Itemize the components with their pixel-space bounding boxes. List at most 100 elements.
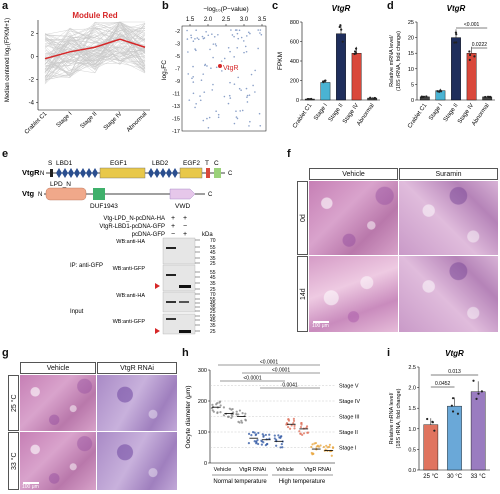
data-point bbox=[433, 429, 436, 432]
data-point bbox=[456, 412, 460, 415]
data-point bbox=[480, 390, 484, 393]
volcano-point bbox=[215, 110, 217, 113]
chart-ylabel-2: (18S rRNA, fold change) bbox=[396, 388, 402, 448]
oocyte-point bbox=[313, 442, 316, 445]
kda-marker: 45 bbox=[210, 250, 216, 256]
volcano-point bbox=[215, 44, 218, 47]
input-wb-gfp: WB:anti-GFP bbox=[113, 319, 146, 325]
oocyte-point bbox=[219, 411, 222, 414]
volcano-point bbox=[254, 69, 256, 72]
sign-2-1: + bbox=[171, 223, 175, 230]
kda-marker: 55 bbox=[210, 314, 216, 320]
scale-bar-g bbox=[23, 482, 39, 484]
lbd1-domain bbox=[56, 168, 98, 178]
domain-label-vwd: VWD bbox=[175, 203, 190, 210]
ip-gfp-band-1 bbox=[166, 274, 176, 276]
volcano-point bbox=[213, 35, 216, 38]
volcano-point bbox=[233, 35, 235, 38]
b-xtick: 2.0 bbox=[204, 17, 213, 23]
volcano-point bbox=[258, 112, 261, 115]
kda-label: kDa bbox=[202, 232, 213, 238]
oocyte-point bbox=[316, 444, 319, 447]
oocyte-point bbox=[247, 442, 251, 445]
volcano-point bbox=[192, 65, 194, 68]
bar bbox=[466, 53, 477, 101]
volcano-point bbox=[197, 38, 200, 41]
data-point bbox=[354, 52, 358, 55]
volcano-point bbox=[223, 95, 226, 98]
volcano-point bbox=[230, 29, 232, 31]
h-ytick: 200 bbox=[198, 399, 207, 405]
ytick: 2.0 bbox=[408, 386, 416, 392]
volcano-point bbox=[227, 46, 230, 49]
data-point bbox=[338, 25, 341, 29]
h-ytick: 0 bbox=[204, 461, 207, 467]
oocyte-point bbox=[279, 436, 282, 440]
oocyte-point bbox=[293, 424, 296, 428]
oocyte-point bbox=[305, 425, 309, 428]
data-point bbox=[489, 95, 492, 99]
a-ytick: -2 bbox=[29, 77, 35, 83]
lbd-repeat bbox=[80, 168, 86, 178]
data-point bbox=[420, 95, 423, 98]
panel-g: g Vehicle VtgR RNAi 25 °C 33 °C 100 μm bbox=[0, 345, 180, 494]
oocyte-point bbox=[241, 412, 244, 415]
volcano-point bbox=[239, 110, 242, 112]
kda-marker: 35 bbox=[210, 281, 216, 287]
sign-1-2: + bbox=[183, 215, 187, 222]
chart-a-title: Module Red bbox=[72, 11, 117, 20]
volcano-point bbox=[237, 76, 239, 79]
lbd-repeat bbox=[62, 168, 68, 178]
volcano-point bbox=[252, 84, 254, 87]
h-group-label: VtgR RNAi bbox=[304, 467, 331, 473]
kda-marker: 45 bbox=[210, 301, 216, 307]
domain-label-lbd1: LBD1 bbox=[56, 160, 73, 167]
ytick: 5 bbox=[411, 82, 414, 88]
oocyte-point bbox=[286, 425, 290, 429]
oocyte-point bbox=[287, 418, 290, 421]
oocyte-point bbox=[227, 415, 230, 418]
b-xtick: 2.5 bbox=[222, 17, 231, 23]
oocyte-point bbox=[292, 419, 296, 422]
volcano-point bbox=[206, 117, 208, 120]
volcano-point bbox=[235, 116, 238, 118]
chart-b-xlabel: −log₁₀(P−value) bbox=[203, 6, 248, 13]
micrograph-rnai-33c bbox=[97, 432, 177, 490]
data-point bbox=[472, 379, 475, 382]
h-pval: <0.0001 bbox=[243, 376, 261, 382]
data-point bbox=[436, 90, 439, 93]
volcano-point bbox=[192, 92, 195, 95]
oocyte-point bbox=[268, 437, 271, 440]
oocyte-point bbox=[256, 438, 259, 442]
oocyte-point bbox=[319, 444, 322, 447]
cytoplasmic-domain bbox=[214, 168, 221, 178]
volcano-point bbox=[217, 113, 220, 116]
b-ytick: -9 bbox=[175, 79, 180, 85]
volcano-point bbox=[249, 120, 251, 123]
oocyte-point bbox=[273, 437, 276, 440]
volcano-points bbox=[186, 29, 263, 129]
h-ytick: 300 bbox=[198, 368, 207, 374]
oocyte-point bbox=[211, 403, 214, 406]
oocyte-point bbox=[222, 414, 226, 417]
ytick: 20 bbox=[408, 36, 414, 42]
oocyte-point bbox=[231, 415, 234, 418]
input-gfp-band-2 bbox=[179, 330, 191, 333]
volcano-point bbox=[235, 110, 237, 112]
volcano-point bbox=[229, 97, 232, 99]
panel-g-label: g bbox=[2, 347, 9, 359]
b-ytick: -2 bbox=[175, 29, 180, 35]
row-label-0d: 0d bbox=[297, 181, 308, 255]
data-point bbox=[468, 53, 472, 57]
sign-3-1: − bbox=[171, 231, 175, 238]
volcano-point bbox=[241, 109, 244, 112]
ytick: 0.0 bbox=[408, 468, 416, 474]
volcano-point bbox=[190, 34, 192, 37]
volcano-point bbox=[207, 34, 210, 37]
volcano-point bbox=[186, 38, 189, 40]
module-red-median-line bbox=[44, 38, 146, 60]
volcano-point bbox=[207, 127, 210, 129]
oocyte-point bbox=[290, 424, 293, 427]
volcano-point bbox=[187, 73, 190, 75]
egf1-domain bbox=[99, 167, 146, 179]
